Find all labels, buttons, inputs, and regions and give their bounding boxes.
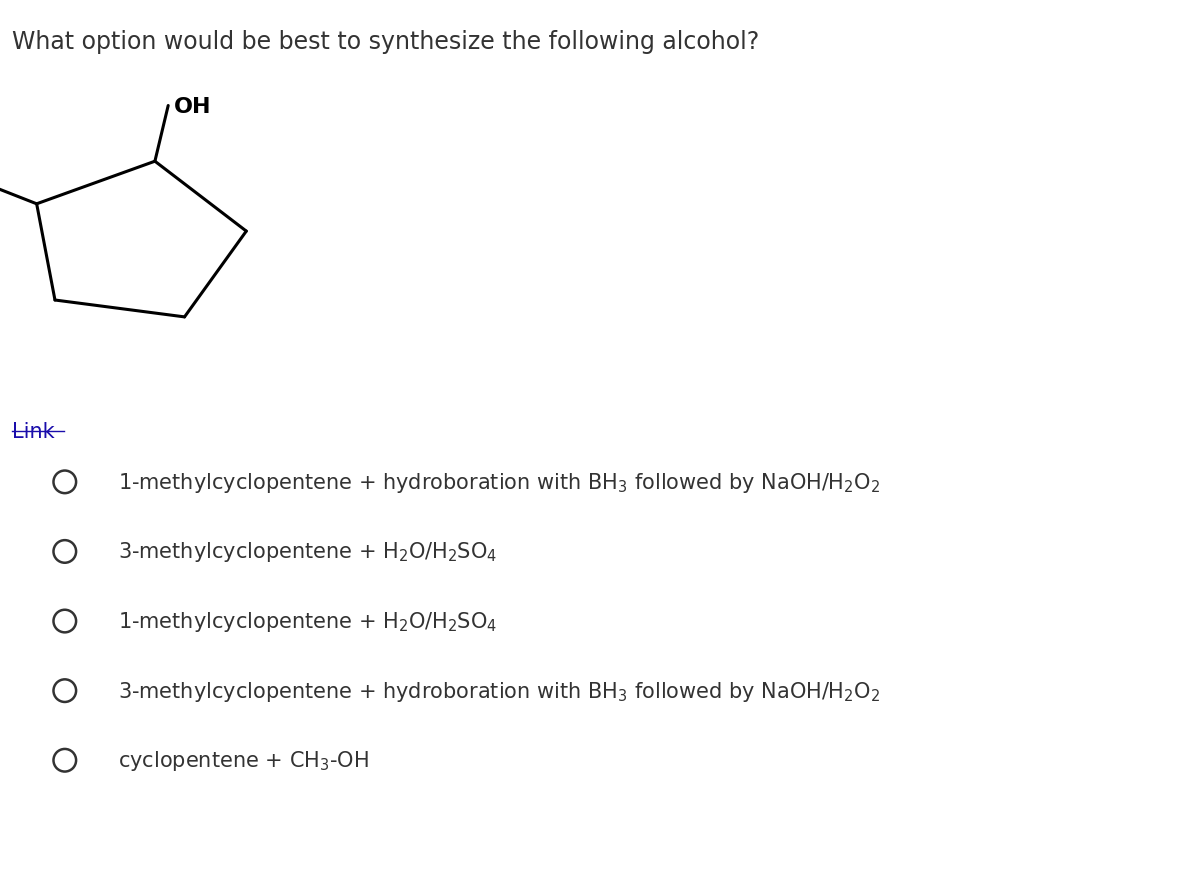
Text: cyclopentene + CH$_3$-OH: cyclopentene + CH$_3$-OH [118, 748, 369, 773]
Text: 1-methylcyclopentene + hydroboration with BH$_3$ followed by NaOH/H$_2$O$_2$: 1-methylcyclopentene + hydroboration wit… [118, 470, 880, 494]
Text: Link: Link [12, 421, 54, 441]
Text: 1-methylcyclopentene + H$_2$O/H$_2$SO$_4$: 1-methylcyclopentene + H$_2$O/H$_2$SO$_4… [118, 609, 497, 634]
Text: What option would be best to synthesize the following alcohol?: What option would be best to synthesize … [12, 30, 759, 55]
Text: 3-methylcyclopentene + H$_2$O/H$_2$SO$_4$: 3-methylcyclopentene + H$_2$O/H$_2$SO$_4… [118, 540, 497, 564]
Text: OH: OH [174, 96, 212, 116]
Text: 3-methylcyclopentene + hydroboration with BH$_3$ followed by NaOH/H$_2$O$_2$: 3-methylcyclopentene + hydroboration wit… [118, 679, 880, 703]
